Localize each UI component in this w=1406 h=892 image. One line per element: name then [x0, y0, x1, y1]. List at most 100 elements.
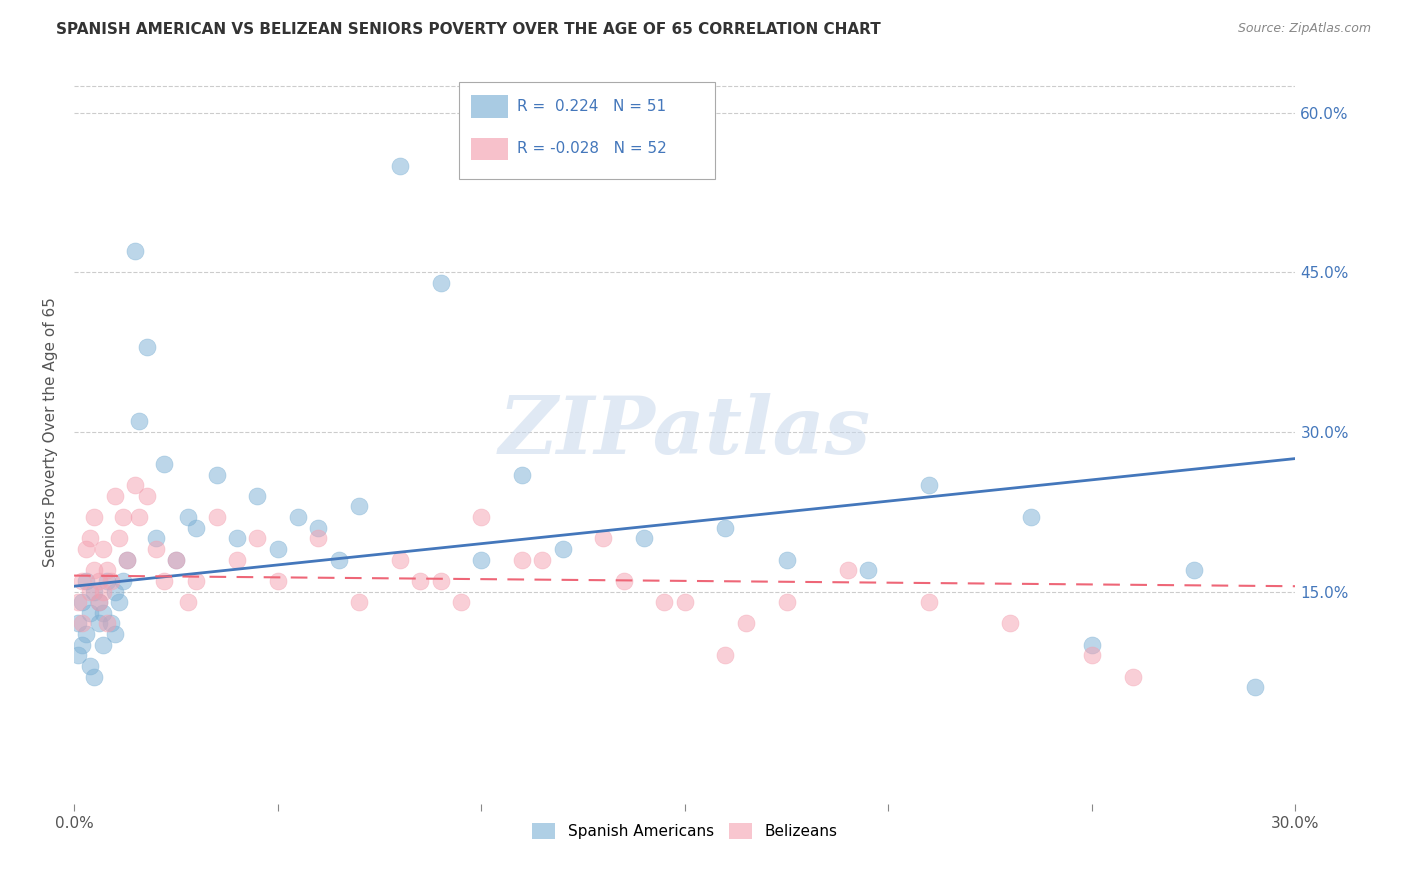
- Point: [104, 489, 127, 503]
- Point: [79, 584, 101, 599]
- Y-axis label: Seniors Poverty Over the Age of 65: Seniors Poverty Over the Age of 65: [44, 297, 58, 567]
- Point: [918, 478, 941, 492]
- Point: [104, 584, 127, 599]
- Point: [91, 541, 114, 556]
- Text: Source: ZipAtlas.com: Source: ZipAtlas.com: [1237, 22, 1371, 36]
- Point: [287, 510, 309, 524]
- Point: [613, 574, 636, 588]
- Point: [70, 595, 93, 609]
- Point: [91, 638, 114, 652]
- Text: R =  0.224   N = 51: R = 0.224 N = 51: [517, 99, 666, 114]
- Point: [100, 616, 122, 631]
- Point: [124, 478, 146, 492]
- Text: ZIPatlas: ZIPatlas: [499, 393, 870, 471]
- Point: [714, 521, 737, 535]
- Point: [115, 552, 138, 566]
- Point: [91, 606, 114, 620]
- Point: [266, 541, 288, 556]
- Point: [91, 584, 114, 599]
- Point: [87, 574, 110, 588]
- Point: [633, 532, 655, 546]
- Point: [1000, 616, 1022, 631]
- Point: [70, 616, 93, 631]
- Point: [1081, 638, 1104, 652]
- Point: [108, 595, 131, 609]
- Point: [152, 574, 174, 588]
- Point: [67, 595, 90, 609]
- Point: [145, 532, 167, 546]
- Point: [307, 532, 329, 546]
- Point: [592, 532, 614, 546]
- Point: [918, 595, 941, 609]
- Point: [87, 595, 110, 609]
- Point: [177, 510, 200, 524]
- Point: [115, 552, 138, 566]
- Point: [856, 563, 879, 577]
- Point: [673, 595, 696, 609]
- Point: [734, 616, 756, 631]
- Point: [152, 457, 174, 471]
- Point: [510, 467, 533, 482]
- Point: [165, 552, 187, 566]
- Point: [328, 552, 350, 566]
- Point: [79, 659, 101, 673]
- FancyBboxPatch shape: [458, 82, 716, 178]
- Point: [96, 616, 118, 631]
- Point: [205, 467, 228, 482]
- Point: [186, 574, 208, 588]
- Point: [837, 563, 859, 577]
- Point: [111, 510, 134, 524]
- Point: [1081, 648, 1104, 663]
- Point: [1243, 681, 1265, 695]
- Point: [510, 552, 533, 566]
- Point: [388, 159, 411, 173]
- Point: [429, 276, 451, 290]
- Point: [429, 574, 451, 588]
- Point: [775, 595, 797, 609]
- Point: [96, 563, 118, 577]
- Point: [246, 532, 269, 546]
- Point: [551, 541, 574, 556]
- Point: [100, 574, 122, 588]
- Point: [75, 574, 97, 588]
- Point: [75, 627, 97, 641]
- Point: [307, 521, 329, 535]
- FancyBboxPatch shape: [471, 95, 508, 118]
- Point: [79, 606, 101, 620]
- Point: [186, 521, 208, 535]
- Point: [266, 574, 288, 588]
- Point: [108, 532, 131, 546]
- Point: [83, 563, 105, 577]
- Text: R = -0.028   N = 52: R = -0.028 N = 52: [517, 142, 668, 156]
- Point: [83, 510, 105, 524]
- Point: [714, 648, 737, 663]
- Point: [470, 510, 492, 524]
- Point: [1182, 563, 1205, 577]
- Point: [1019, 510, 1042, 524]
- Point: [409, 574, 432, 588]
- Point: [67, 616, 90, 631]
- FancyBboxPatch shape: [471, 137, 508, 161]
- Point: [470, 552, 492, 566]
- Point: [136, 489, 159, 503]
- Point: [136, 340, 159, 354]
- Point: [70, 638, 93, 652]
- Point: [128, 510, 150, 524]
- Point: [654, 595, 676, 609]
- Point: [775, 552, 797, 566]
- Point: [128, 414, 150, 428]
- Point: [347, 595, 370, 609]
- Point: [246, 489, 269, 503]
- Point: [83, 584, 105, 599]
- Point: [388, 552, 411, 566]
- Point: [205, 510, 228, 524]
- Legend: Spanish Americans, Belizeans: Spanish Americans, Belizeans: [526, 817, 844, 845]
- Point: [1122, 670, 1144, 684]
- Point: [177, 595, 200, 609]
- Point: [450, 595, 472, 609]
- Point: [347, 500, 370, 514]
- Point: [104, 627, 127, 641]
- Point: [226, 552, 249, 566]
- Point: [87, 616, 110, 631]
- Point: [145, 541, 167, 556]
